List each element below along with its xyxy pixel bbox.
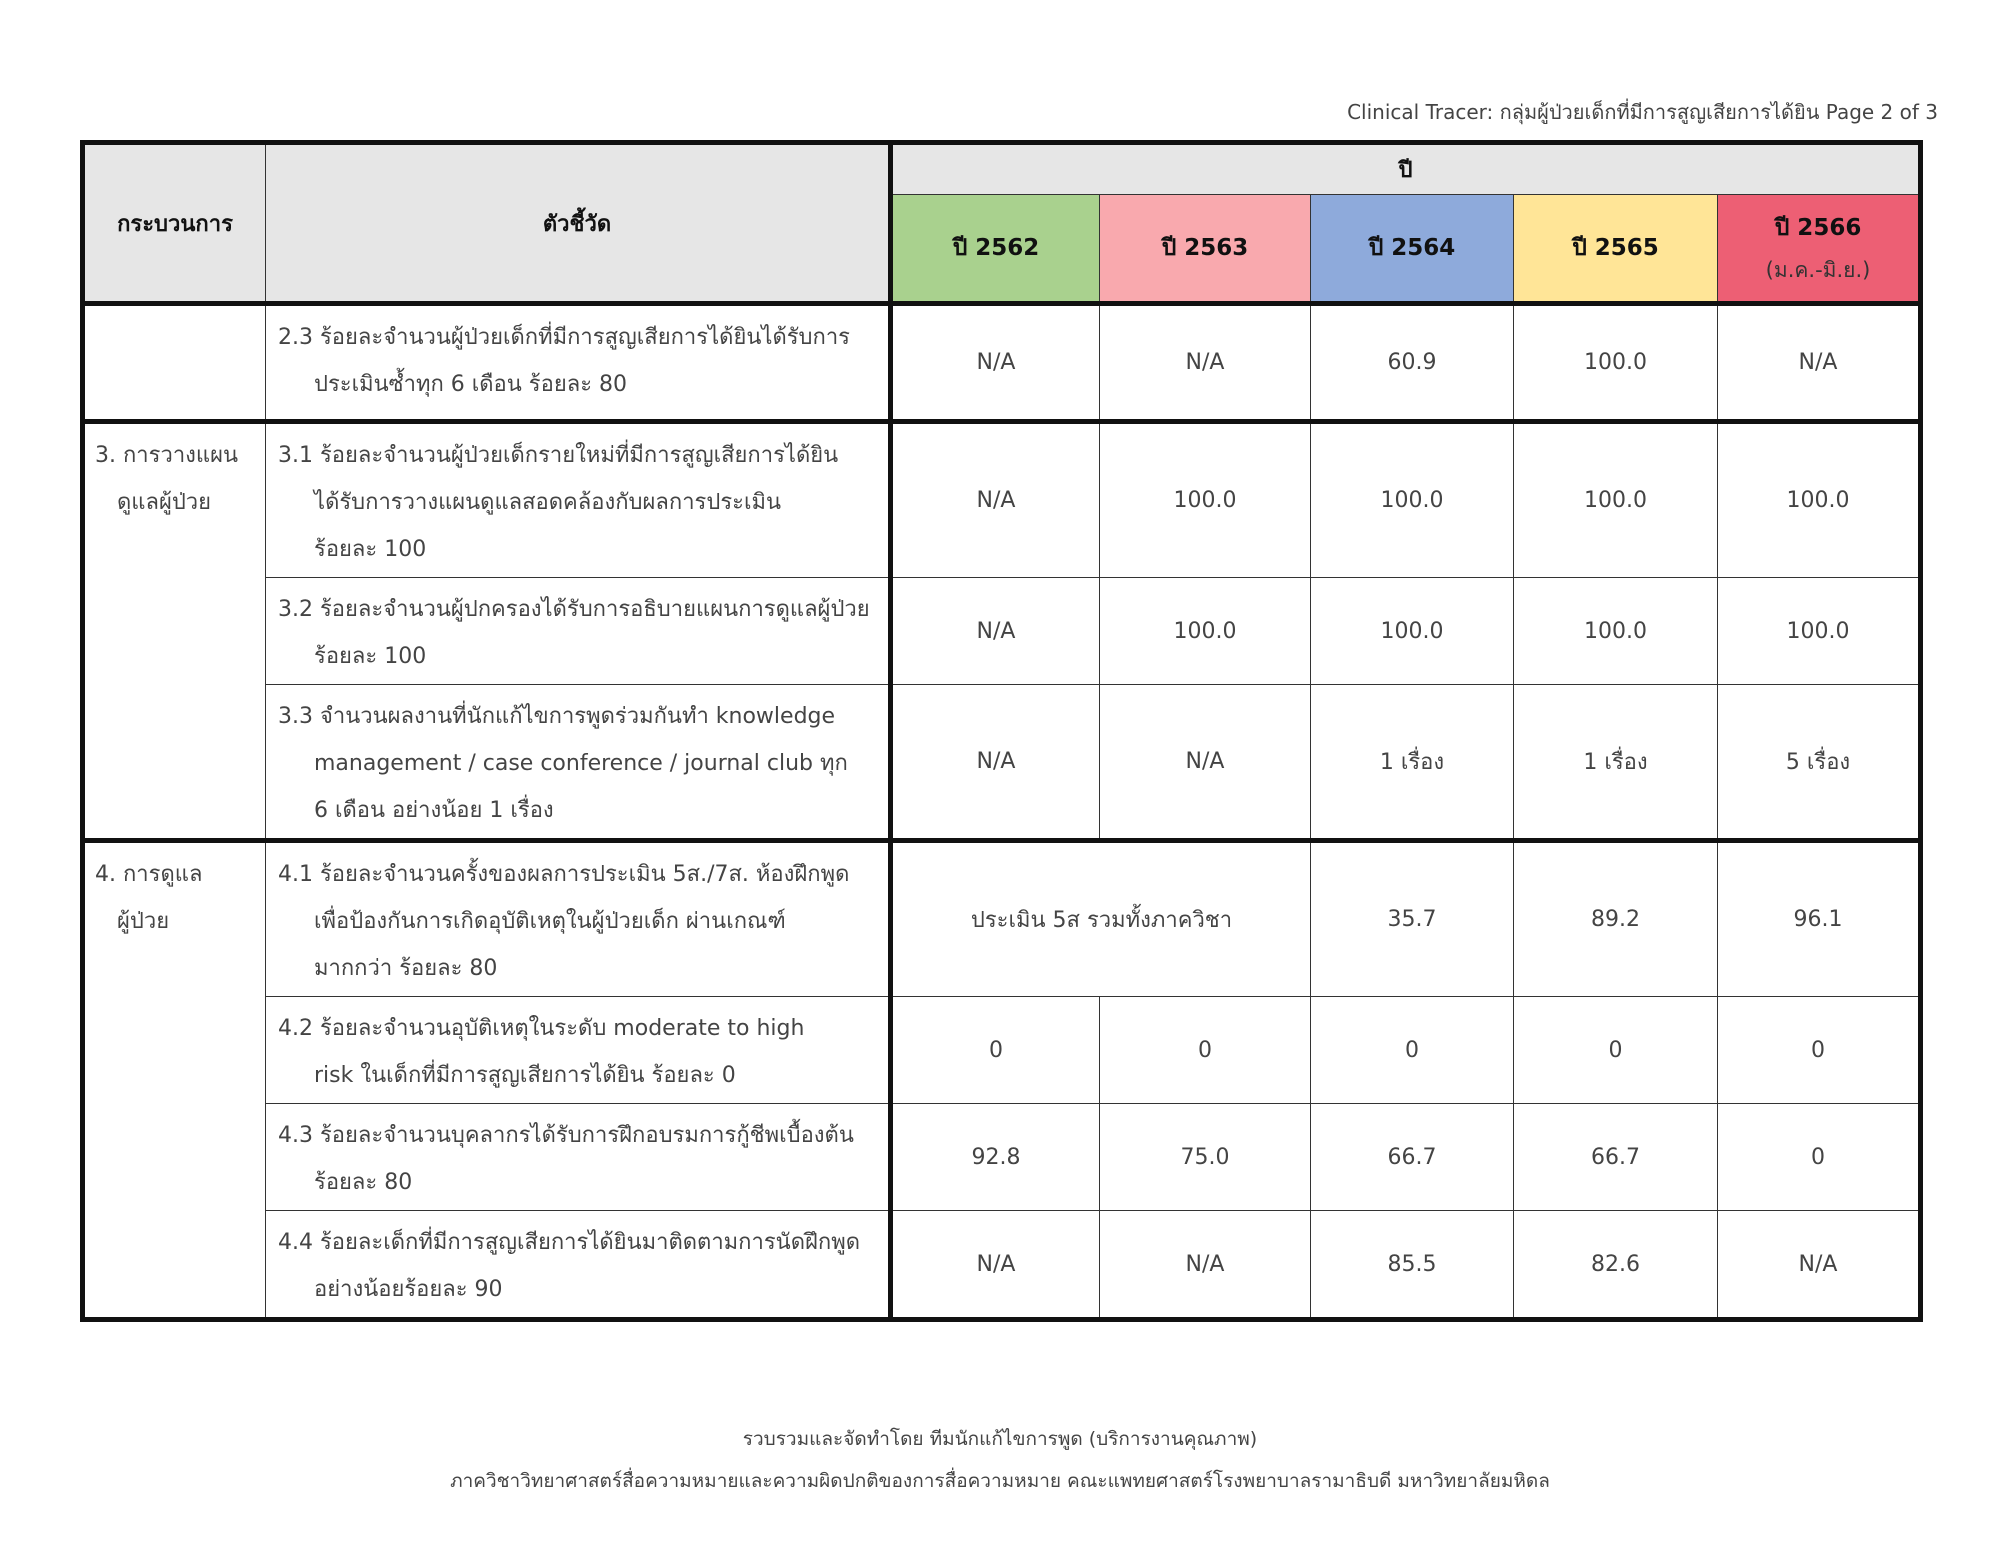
year-label: ปี 2565 [1572,235,1659,261]
indicator-line: ได้รับการวางแผนดูแลสอดคล้องกับผลการประเม… [314,490,782,515]
indicator-line: มากกว่า ร้อยละ 80 [314,956,498,981]
value-cell: 89.2 [1513,838,1718,997]
indicator-line: ร้อยละ 80 [314,1170,413,1195]
value-cell: N/A [888,1210,1100,1320]
value-cell: 100.0 [1513,577,1718,685]
value-cell: 0 [1716,996,1922,1104]
value-cell: 66.7 [1513,1103,1718,1211]
indicator-line: อย่างน้อยร้อยละ 90 [314,1277,503,1302]
indicator-line: 6 เดือน อย่างน้อย 1 เรื่อง [314,798,554,823]
value-cell: 0 [1310,996,1514,1104]
value-cell: 100.0 [1513,419,1718,578]
indicator-cell: 4.2 ร้อยละจำนวนอุบัติเหตุในระดับ moderat… [265,996,891,1104]
year-label: ปี 2564 [1368,235,1456,261]
table-row: 3. การวางแผนดูแลผู้ป่วย 3.1 ร้อยละจำนวนผู… [82,419,1922,841]
value-cell: 0 [1513,996,1718,1104]
value-cell: 85.5 [1310,1210,1514,1320]
indicator-line: 2.3 ร้อยละจำนวนผู้ป่วยเด็กที่มีการสูญเสี… [278,325,850,350]
indicator-cell: 2.3 ร้อยละจำนวนผู้ป่วยเด็กที่มีการสูญเสี… [265,301,891,422]
value-cell: 60.9 [1310,301,1514,422]
indicator-cell: 4.4 ร้อยละเด็กที่มีการสูญเสียการได้ยินมา… [265,1210,891,1320]
value-cell: 82.6 [1513,1210,1718,1320]
process-cell [82,301,266,422]
value-cell: 100.0 [1310,577,1514,685]
indicator-line: 3.2 ร้อยละจำนวนผู้ปกครองได้รับการอธิบายแ… [278,597,870,622]
process-cell: 4. การดูแลผู้ป่วย [82,838,266,1320]
table-row: 2.3 ร้อยละจำนวนผู้ป่วยเด็กที่มีการสูญเสี… [82,301,1922,422]
indicator-line: management / case conference / journal c… [314,751,848,776]
table-row: 3.3 จำนวนผลงานที่นักแก้ไขการพูดร่วมกันทำ… [83,684,1922,841]
value-cell: N/A [1099,1210,1311,1320]
value-cell: 100.0 [1099,419,1311,578]
table-row: 4.2 ร้อยละจำนวนอุบัติเหตุในระดับ moderat… [83,996,1922,1104]
process-label: 3. การวางแผน [95,443,239,468]
value-cell: N/A [1716,1210,1922,1320]
table-row: 4.4 ร้อยละเด็กที่มีการสูญเสียการได้ยินมา… [83,1210,1922,1320]
col-indicator-header: ตัวชี้วัด [265,142,891,304]
process-cell: 3. การวางแผนดูแลผู้ป่วย [82,419,266,841]
indicator-line: ร้อยละ 100 [314,537,427,562]
value-cell: N/A [888,684,1100,841]
indicator-line: 4.4 ร้อยละเด็กที่มีการสูญเสียการได้ยินมา… [278,1230,860,1255]
footer-line-2: ภาควิชาวิทยาศาสตร์สื่อความหมายและความผิด… [450,1470,1550,1492]
process-label-2: ผู้ป่วย [117,909,170,934]
value-cell: 35.7 [1310,838,1514,997]
value-cell: 75.0 [1099,1103,1311,1211]
indicator-line: 4.1 ร้อยละจำนวนครั้งของผลการประเมิน 5ส./… [278,862,850,887]
value-cell: 0 [1716,1103,1922,1211]
footer-line-1: รวบรวมและจัดทำโดย ทีมนักแก้ไขการพูด (บริ… [742,1428,1258,1450]
col-process-header: กระบวนการ [82,142,266,304]
indicator-cell: 3.1 ร้อยละจำนวนผู้ป่วยเด็กรายใหม่ที่มีกา… [265,419,891,578]
year-header: ปี 2565 [1513,194,1718,304]
indicator-cell: 4.3 ร้อยละจำนวนบุคลากรได้รับการฝึกอบรมกา… [265,1103,891,1211]
value-cell: 96.1 [1716,838,1922,997]
value-cell: 92.8 [888,1103,1100,1211]
indicator-line: 4.2 ร้อยละจำนวนอุบัติเหตุในระดับ moderat… [278,1016,805,1041]
year-label: ปี 2562 [952,235,1040,261]
indicator-line: 4.3 ร้อยละจำนวนบุคลากรได้รับการฝึกอบรมกา… [278,1123,854,1148]
value-cell-merged: ประเมิน 5ส รวมทั้งภาควิชา [888,838,1311,997]
indicator-line: risk ในเด็กที่มีการสูญเสียการได้ยิน ร้อย… [314,1063,736,1088]
value-cell: 1 เรื่อง [1310,684,1514,841]
value-cell: 100.0 [1513,301,1718,422]
table-row: 4. การดูแลผู้ป่วย 4.1 ร้อยละจำนวนครั้งของ… [82,838,1922,1320]
year-header: ปี 2566 (ม.ค.-มิ.ย.) [1716,194,1922,304]
value-cell: N/A [1099,301,1311,422]
indicator-line: ร้อยละ 100 [314,644,427,669]
year-header: ปี 2563 [1099,194,1311,304]
page-header: Clinical Tracer: กลุ่มผู้ป่วยเด็กที่มีกา… [1347,100,1938,124]
value-cell: N/A [1716,301,1922,422]
value-cell: 0 [1099,996,1311,1104]
value-cell: 5 เรื่อง [1716,684,1922,841]
value-cell: N/A [1099,684,1311,841]
indicator-cell: 3.2 ร้อยละจำนวนผู้ปกครองได้รับการอธิบายแ… [265,577,891,685]
value-cell: 100.0 [1310,419,1514,578]
table-row: 3.2 ร้อยละจำนวนผู้ปกครองได้รับการอธิบายแ… [83,577,1922,685]
year-header: ปี 2562 [888,194,1100,304]
indicator-cell: 3.3 จำนวนผลงานที่นักแก้ไขการพูดร่วมกันทำ… [265,684,891,841]
value-cell: N/A [888,301,1100,422]
indicator-line: เพื่อป้องกันการเกิดอุบัติเหตุในผู้ป่วยเด… [314,909,786,934]
table-row: 4.3 ร้อยละจำนวนบุคลากรได้รับการฝึกอบรมกา… [83,1103,1922,1211]
year-label: ปี 2563 [1161,235,1249,261]
process-label-2: ดูแลผู้ป่วย [117,490,212,515]
year-header: ปี 2564 [1310,194,1514,304]
value-cell: 66.7 [1310,1103,1514,1211]
process-label: 4. การดูแล [95,862,203,887]
year-label: ปี 2566 [1774,214,1862,241]
indicator-table: กระบวนการ ตัวชี้วัด ปี ปี 2562 ปี 2563 ปี … [80,140,1924,1322]
value-cell: 1 เรื่อง [1513,684,1718,841]
value-cell: N/A [888,577,1100,685]
indicator-line: 3.1 ร้อยละจำนวนผู้ป่วยเด็กรายใหม่ที่มีกา… [278,443,839,468]
indicator-line: ประเมินซ้ำทุก 6 เดือน ร้อยละ 80 [314,372,628,397]
indicator-line: 3.3 จำนวนผลงานที่นักแก้ไขการพูดร่วมกันทำ… [278,704,836,729]
year-sublabel: (ม.ค.-มิ.ย.) [1765,257,1871,282]
value-cell: 100.0 [1716,577,1922,685]
value-cell: 100.0 [1099,577,1311,685]
value-cell: 100.0 [1716,419,1922,578]
indicator-cell: 4.1 ร้อยละจำนวนครั้งของผลการประเมิน 5ส./… [265,838,891,997]
col-year-header: ปี [887,142,1922,195]
value-cell: N/A [888,419,1100,578]
value-cell: 0 [888,996,1100,1104]
